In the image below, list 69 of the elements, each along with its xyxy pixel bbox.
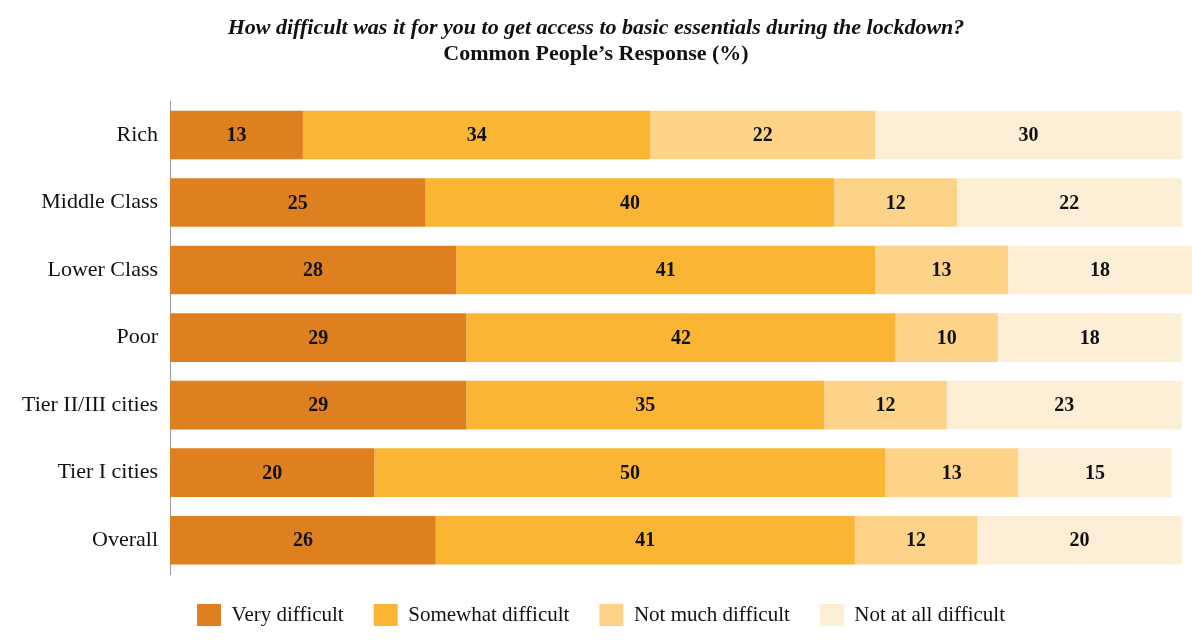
data-label: 20	[1069, 528, 1090, 551]
data-label: 13	[226, 123, 247, 146]
data-label: 34	[466, 123, 487, 146]
bar	[875, 110, 1182, 160]
y-tick-label: Rich	[116, 120, 159, 146]
bar	[435, 515, 855, 565]
data-label: 41	[635, 528, 656, 551]
data-label: 13	[941, 460, 962, 483]
data-label: 18	[1090, 258, 1111, 281]
bar	[170, 313, 467, 362]
bar	[1008, 245, 1192, 295]
data-label: 18	[1079, 325, 1100, 348]
bar	[425, 178, 835, 227]
bar	[946, 380, 1182, 430]
y-tick-label: Lower Class	[47, 255, 159, 281]
bar	[875, 245, 1009, 295]
bar	[170, 245, 457, 295]
legend-label: Not at all difficult	[854, 601, 1006, 626]
legend-label: Very difficult	[231, 601, 344, 626]
bar	[466, 313, 896, 362]
bar	[456, 245, 876, 295]
bar	[824, 380, 947, 430]
data-label: 50	[619, 460, 640, 483]
bar	[170, 110, 303, 160]
bar	[466, 380, 825, 430]
data-label: 29	[308, 393, 329, 416]
data-label: 22	[1059, 190, 1080, 213]
bar	[170, 178, 426, 227]
data-label: 13	[931, 258, 952, 281]
data-label: 41	[655, 258, 676, 281]
y-tick-label: Tier II/III cities	[21, 390, 159, 416]
data-label: 15	[1084, 460, 1105, 483]
data-label: 23	[1054, 393, 1075, 416]
bar	[854, 515, 978, 565]
data-label: 10	[936, 325, 957, 348]
bar	[170, 515, 436, 565]
bar	[885, 448, 1019, 497]
y-tick-label: Tier I cities	[57, 458, 159, 484]
data-label: 35	[635, 393, 656, 416]
data-label: 25	[287, 190, 308, 213]
bar	[1018, 448, 1172, 497]
data-label: 12	[885, 190, 906, 213]
data-label: 42	[671, 325, 692, 348]
data-label: 30	[1018, 123, 1039, 146]
data-label: 20	[262, 460, 283, 483]
chart-title: How difficult was it for you to get access to basic essentials during the lockdown?	[226, 14, 966, 40]
bar	[302, 110, 651, 160]
data-label: 12	[875, 393, 896, 416]
bar	[977, 515, 1182, 565]
data-label: 22	[752, 123, 773, 146]
bar	[170, 448, 375, 497]
chart-subtitle: Common People’s Response (%)	[442, 40, 750, 66]
bar	[895, 313, 998, 362]
bar	[650, 110, 876, 160]
data-label: 29	[308, 325, 329, 348]
data-label: 12	[906, 528, 927, 551]
bar	[997, 313, 1182, 362]
legend-label: Somewhat difficult	[408, 601, 570, 626]
bar	[834, 178, 957, 227]
y-tick-label: Overall	[92, 526, 159, 552]
data-label: 26	[292, 528, 313, 551]
y-tick-label: Poor	[116, 323, 159, 349]
bar	[956, 178, 1182, 227]
legend-label: Not much difficult	[633, 601, 790, 626]
data-label: 40	[619, 190, 640, 213]
data-label: 28	[303, 258, 324, 281]
y-tick-label: Middle Class	[41, 188, 159, 214]
bar	[170, 380, 467, 430]
bar	[374, 448, 886, 497]
